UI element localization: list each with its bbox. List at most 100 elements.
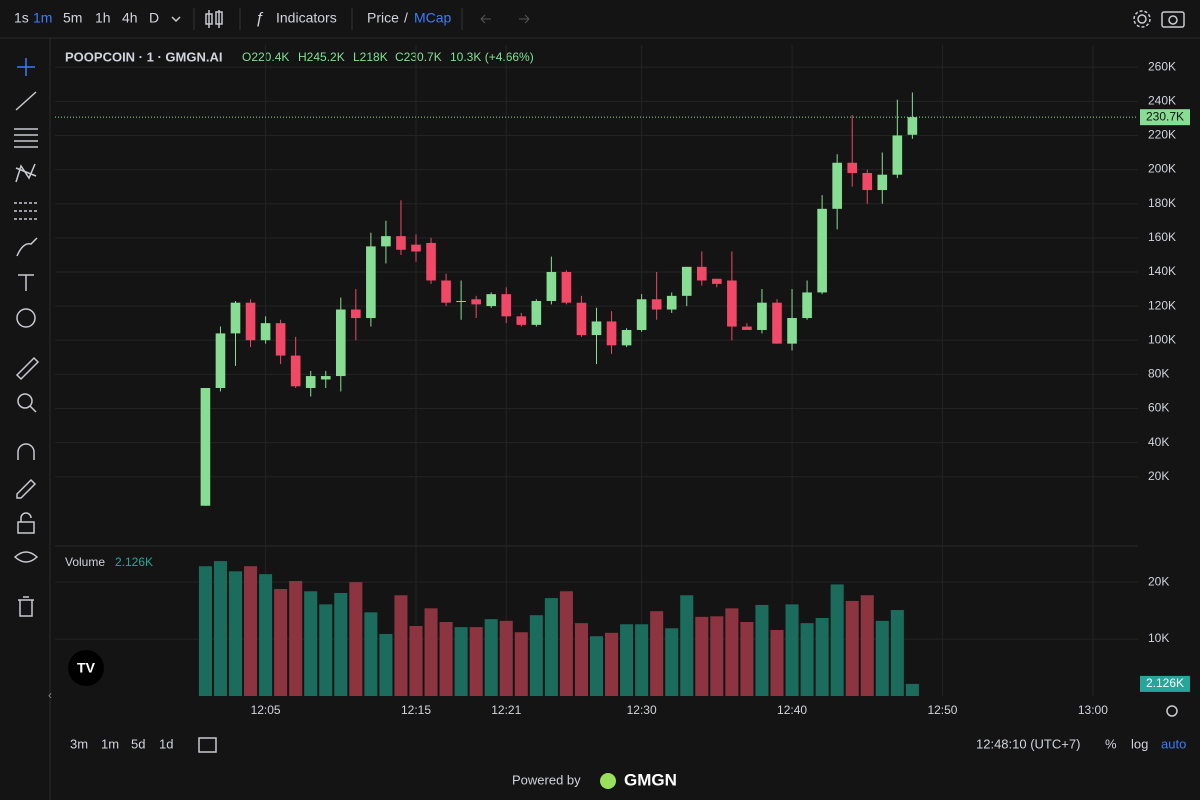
x-tick-label: 13:00	[1078, 703, 1108, 717]
volume-bar	[289, 581, 303, 696]
candle-body	[230, 302, 241, 334]
collapse-arrow[interactable]: ‹	[48, 688, 52, 702]
volume-bar	[890, 610, 904, 696]
candle-body	[651, 299, 662, 310]
volume-bar	[559, 591, 573, 696]
candle-body	[636, 299, 647, 330]
interval[interactable]: 4h	[122, 10, 138, 26]
range-button[interactable]: 3m	[70, 736, 88, 751]
x-tick-label: 12:21	[491, 703, 521, 717]
axis-settings[interactable]	[1166, 705, 1178, 717]
last-price-tag	[1140, 109, 1190, 126]
candle-body	[862, 172, 873, 191]
undo[interactable]	[480, 14, 491, 24]
crosshair-tool[interactable]	[17, 58, 35, 76]
candle-body	[546, 271, 557, 301]
slash: /	[404, 10, 408, 26]
candle-body	[441, 280, 451, 303]
candle-body	[531, 300, 542, 325]
pattern-tool[interactable]	[15, 163, 37, 183]
volume-bar	[695, 616, 709, 696]
candle-body	[742, 326, 752, 330]
settings[interactable]	[1137, 14, 1147, 24]
prediction-tool[interactable]	[14, 202, 38, 220]
lock-tool[interactable]	[17, 521, 35, 534]
candle-body	[275, 323, 286, 356]
candle-body	[757, 302, 767, 330]
candle-body	[666, 295, 677, 310]
candle-body	[681, 266, 692, 296]
emoji-tool[interactable]	[16, 308, 36, 328]
mcap-toggle[interactable]: MCap	[414, 10, 452, 26]
range-button[interactable]: 1d	[159, 736, 173, 751]
volume-bar	[228, 571, 243, 696]
price-toggle[interactable]: Price	[367, 10, 399, 26]
screenshot[interactable]	[1161, 11, 1185, 28]
date-range-icon[interactable]	[198, 737, 217, 753]
candle-body	[351, 309, 361, 319]
volume-bar	[469, 627, 483, 696]
interval[interactable]: 1s	[14, 10, 29, 26]
interval[interactable]: D	[149, 10, 159, 26]
y-tick-label: 20K	[1148, 469, 1169, 483]
volume-bar	[394, 595, 408, 696]
candle-body	[426, 242, 436, 281]
fx-icon[interactable]: ƒ	[255, 10, 264, 27]
lock-shackle	[20, 512, 32, 522]
volume-bar	[574, 623, 588, 696]
plot: 12:05 12:15 12:21 12:30 12:40 12:50 13:00 20K 40…	[55, 45, 1190, 717]
indicators-button[interactable]: Indicators	[276, 10, 337, 26]
y-tick-label: 40K	[1148, 435, 1169, 449]
candle-body	[215, 333, 226, 389]
interval[interactable]: 1m	[33, 10, 52, 26]
y-tick-label: 180K	[1148, 196, 1176, 210]
interval[interactable]: 1h	[95, 10, 111, 26]
fib-tool[interactable]	[14, 128, 38, 148]
redo[interactable]	[519, 14, 530, 24]
range-button[interactable]: 1m	[101, 736, 119, 751]
candle-type-icon[interactable]	[205, 10, 223, 28]
zoom-tool[interactable]	[17, 393, 33, 409]
auto-toggle[interactable]: auto	[1161, 736, 1186, 751]
y-tick-label: 120K	[1148, 298, 1176, 312]
candle-body	[200, 388, 211, 506]
volume-bar	[665, 628, 679, 696]
volume-tag	[1140, 675, 1190, 692]
zoom-handle	[29, 405, 37, 413]
volume-bar	[845, 600, 859, 696]
tv-logo-mark: TV	[77, 660, 96, 676]
x-tick-label: 12:40	[777, 703, 807, 717]
ruler-tool[interactable]	[15, 356, 40, 381]
candle-body	[516, 316, 527, 325]
volume-bar	[499, 620, 513, 696]
percent-toggle[interactable]: %	[1105, 736, 1117, 751]
volume-bar	[755, 604, 769, 696]
delete-tool[interactable]	[18, 596, 34, 617]
tv-logo[interactable]	[68, 650, 104, 686]
ohlc-label: C230.7K	[395, 50, 442, 64]
volume-tag-label: 2.126K	[1146, 676, 1184, 690]
brush-tool[interactable]	[16, 237, 38, 257]
line-tool[interactable]	[15, 91, 37, 111]
candle-body	[471, 299, 481, 305]
interval[interactable]: 5m	[63, 10, 82, 26]
candle-body	[305, 376, 316, 389]
volume-bar	[830, 584, 844, 696]
volume-bar	[259, 574, 273, 696]
text-tool[interactable]	[18, 274, 34, 291]
range-button[interactable]: 5d	[131, 736, 145, 751]
volume-bar	[740, 622, 754, 696]
volume-bar	[800, 623, 814, 696]
volume-bar	[379, 633, 393, 696]
hide-tool[interactable]	[13, 551, 39, 563]
log-toggle[interactable]: log	[1131, 736, 1148, 751]
candle-body	[787, 318, 797, 344]
volume-bar	[650, 611, 664, 696]
magnet-tool[interactable]	[17, 443, 35, 460]
volume-bar	[635, 624, 649, 696]
interval-dropdown[interactable]	[171, 16, 181, 23]
settings-gear[interactable]	[1133, 10, 1151, 28]
lock-draw-tool[interactable]	[16, 478, 37, 499]
candle-body	[320, 376, 331, 380]
